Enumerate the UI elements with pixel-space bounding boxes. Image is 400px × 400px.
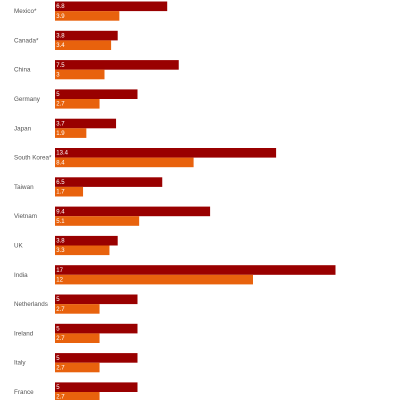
category-label: Taiwan bbox=[14, 184, 34, 191]
bar-series-1 bbox=[55, 89, 138, 99]
category-label: Italy bbox=[14, 360, 26, 367]
bar-series-1 bbox=[55, 60, 179, 70]
data-label: 5 bbox=[56, 356, 60, 362]
row-vietnam: Vietnam 9.4 5.1 bbox=[14, 206, 211, 226]
row-south-korea: South Korea* 13.4 8.4 bbox=[14, 148, 277, 168]
data-label: 3.9 bbox=[56, 14, 65, 20]
category-label: Netherlands bbox=[14, 301, 48, 308]
bar-series-1 bbox=[55, 118, 117, 129]
category-label: Canada* bbox=[14, 37, 39, 44]
data-label: 2.7 bbox=[56, 307, 65, 313]
data-label: 9.4 bbox=[56, 209, 65, 215]
bar-series-2 bbox=[55, 274, 253, 285]
data-label: 2.7 bbox=[56, 365, 65, 371]
data-label: 5 bbox=[56, 385, 60, 391]
bar-series-1 bbox=[55, 148, 277, 158]
data-label: 7.5 bbox=[56, 63, 65, 69]
category-label: Ireland bbox=[14, 330, 34, 337]
row-taiwan: Taiwan 6.5 1.7 bbox=[14, 177, 163, 197]
data-label: 5 bbox=[56, 92, 60, 98]
bar-series-2 bbox=[55, 99, 100, 109]
category-label: India bbox=[14, 272, 28, 279]
row-canada: Canada* 3.8 3.4 bbox=[14, 30, 118, 50]
data-label: 3.8 bbox=[56, 33, 65, 39]
row-france: France 5 2.7 bbox=[14, 382, 138, 400]
bar-series-1 bbox=[55, 382, 138, 392]
bar-series-2 bbox=[55, 128, 87, 138]
bar-series-2 bbox=[55, 216, 140, 226]
data-label: 5 bbox=[56, 297, 60, 303]
row-netherlands: Netherlands 5 2.7 bbox=[14, 294, 138, 314]
data-label: 6.5 bbox=[56, 180, 65, 186]
data-label: 3.7 bbox=[56, 121, 65, 127]
row-japan: Japan 3.7 1.9 bbox=[14, 118, 117, 138]
row-ireland: Ireland 5 2.7 bbox=[14, 323, 138, 343]
data-label: 5.1 bbox=[56, 219, 65, 225]
category-label: Japan bbox=[14, 125, 32, 132]
bar-series-2 bbox=[55, 11, 120, 21]
bar-series-1 bbox=[55, 265, 336, 275]
data-label: 12 bbox=[56, 277, 63, 283]
bar-series-1 bbox=[55, 294, 138, 305]
data-label: 13.4 bbox=[56, 151, 68, 157]
row-mexico: Mexico* 6.8 3.9 bbox=[14, 1, 168, 21]
data-label: 3.4 bbox=[56, 43, 65, 49]
row-uk: UK 3.8 3.3 bbox=[14, 235, 118, 256]
bar-series-2 bbox=[55, 245, 110, 256]
data-label: 3.3 bbox=[56, 248, 65, 254]
data-label: 2.7 bbox=[56, 336, 65, 342]
data-label: 3.8 bbox=[56, 239, 65, 245]
bar-series-2 bbox=[55, 40, 112, 50]
bar-series-2 bbox=[55, 304, 100, 314]
row-india: India 17 12 bbox=[14, 265, 336, 285]
category-label: Mexico* bbox=[14, 8, 37, 15]
bar-series-1 bbox=[55, 323, 138, 334]
category-label: South Korea* bbox=[14, 155, 52, 162]
bar-series-2 bbox=[55, 392, 100, 400]
bar-series-1 bbox=[55, 30, 118, 41]
bar-series-2 bbox=[55, 186, 84, 197]
bar-series-2 bbox=[55, 69, 105, 80]
data-label: 2.7 bbox=[56, 395, 65, 400]
data-label: 3 bbox=[56, 72, 60, 78]
bar-series-1 bbox=[55, 235, 118, 246]
category-label: Vietnam bbox=[14, 213, 37, 220]
category-label: Germany bbox=[14, 96, 41, 103]
data-label: 17 bbox=[56, 268, 63, 274]
data-label: 5 bbox=[56, 326, 60, 332]
category-label: UK bbox=[14, 242, 24, 249]
data-label: 8.4 bbox=[56, 160, 65, 166]
row-italy: Italy 5 2.7 bbox=[14, 353, 138, 373]
data-label: 6.8 bbox=[56, 4, 65, 10]
bar-series-2 bbox=[55, 333, 100, 343]
bar-series-1 bbox=[55, 206, 211, 217]
bar-series-1 bbox=[55, 177, 163, 187]
bar-series-2 bbox=[55, 362, 100, 373]
data-label: 2.7 bbox=[56, 102, 65, 108]
category-label: China bbox=[14, 67, 31, 74]
row-germany: Germany 5 2.7 bbox=[14, 89, 138, 109]
data-label: 1.9 bbox=[56, 131, 65, 137]
row-china: China 7.5 3 bbox=[14, 60, 179, 80]
bar-series-2 bbox=[55, 157, 194, 168]
bar-series-1 bbox=[55, 1, 168, 12]
data-label: 1.7 bbox=[56, 190, 65, 196]
category-label: France bbox=[14, 389, 34, 396]
bar-series-1 bbox=[55, 353, 138, 363]
